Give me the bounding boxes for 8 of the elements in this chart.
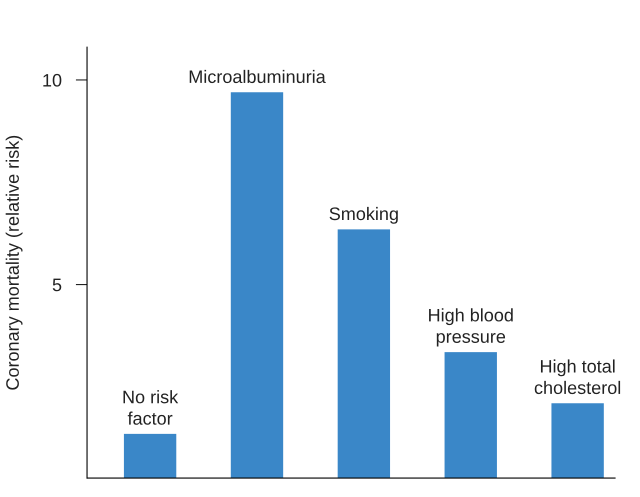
x-tick-label: High blood pressure [429, 308, 513, 347]
y-tick-label: 10 [43, 74, 62, 87]
x-tick-label: Smoking [330, 206, 398, 224]
x-tick-label: No risk factor [123, 390, 178, 425]
y-axis-title: Coronary mortality (relative risk) [6, 136, 23, 390]
y-tick-label: 5 [52, 278, 62, 292]
x-tick-label: High total cholesterol [534, 359, 620, 394]
x-tick-label: Microalbuminuria [190, 70, 326, 84]
